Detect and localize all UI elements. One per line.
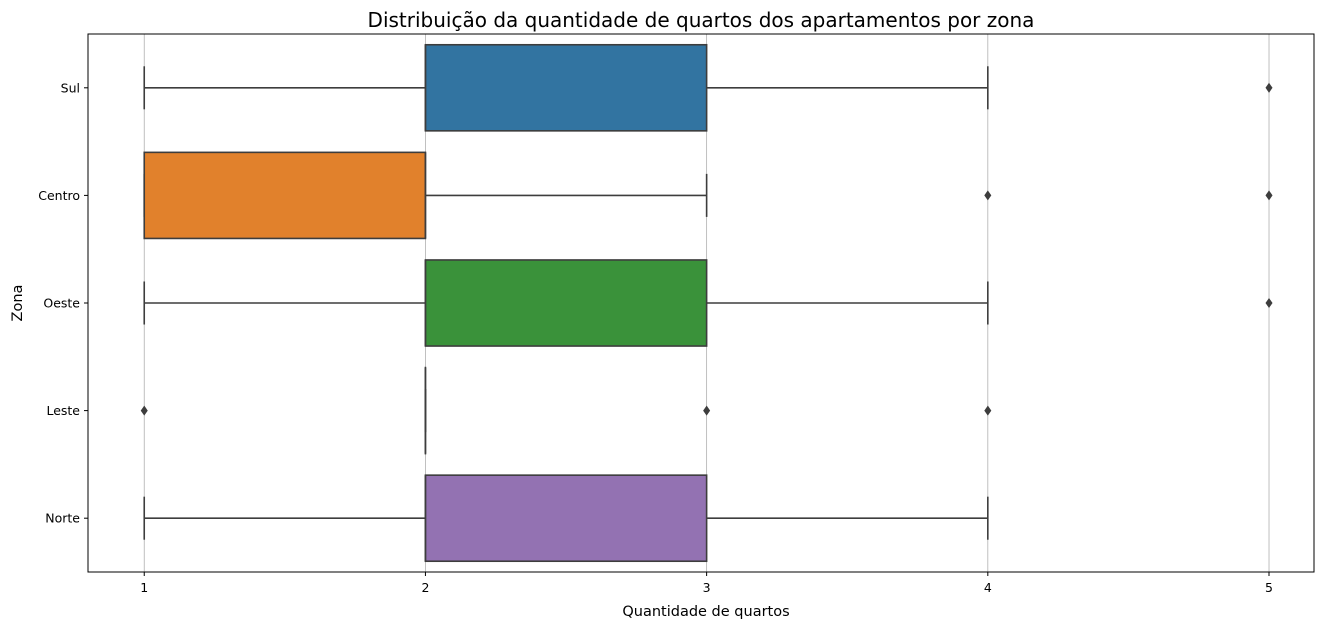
outlier-point: [984, 405, 992, 416]
x-tick-label: 1: [140, 580, 148, 595]
outlier-point: [1265, 297, 1273, 309]
box-group-norte: [143, 474, 989, 563]
box-iqr: [424, 43, 708, 132]
box-group-centro: [143, 151, 1273, 240]
y-axis-label: Zona: [10, 285, 26, 322]
axis-ticks: 1 2 3 4 5 Sul Centro Oeste Leste Norte: [38, 80, 1273, 595]
box-iqr: [424, 474, 708, 563]
x-tick-label: 2: [421, 580, 429, 595]
outlier-point: [1265, 190, 1273, 201]
x-tick-label: 3: [703, 580, 711, 595]
x-tick-label: 4: [984, 580, 992, 595]
outlier-point: [984, 190, 992, 201]
chart-title: Distribuição da quantidade de quartos do…: [368, 8, 1035, 32]
outlier-point: [703, 405, 711, 416]
y-tick-label: Leste: [46, 403, 80, 418]
y-tick-label: Sul: [61, 80, 80, 95]
y-tick-label: Norte: [45, 511, 80, 526]
box-group-oeste: [143, 259, 1273, 347]
outlier-point: [1265, 82, 1273, 93]
y-tick-label: Oeste: [43, 296, 80, 311]
x-axis-label: Quantidade de quartos: [622, 604, 789, 620]
box-iqr: [143, 151, 427, 240]
x-tick-label: 5: [1265, 580, 1273, 595]
boxes-layer: [140, 43, 1273, 563]
box-iqr: [424, 259, 708, 347]
y-tick-label: Centro: [38, 188, 80, 203]
outlier-point: [140, 405, 148, 416]
box-group-leste: [140, 366, 992, 455]
box-group-sul: [143, 43, 1273, 132]
